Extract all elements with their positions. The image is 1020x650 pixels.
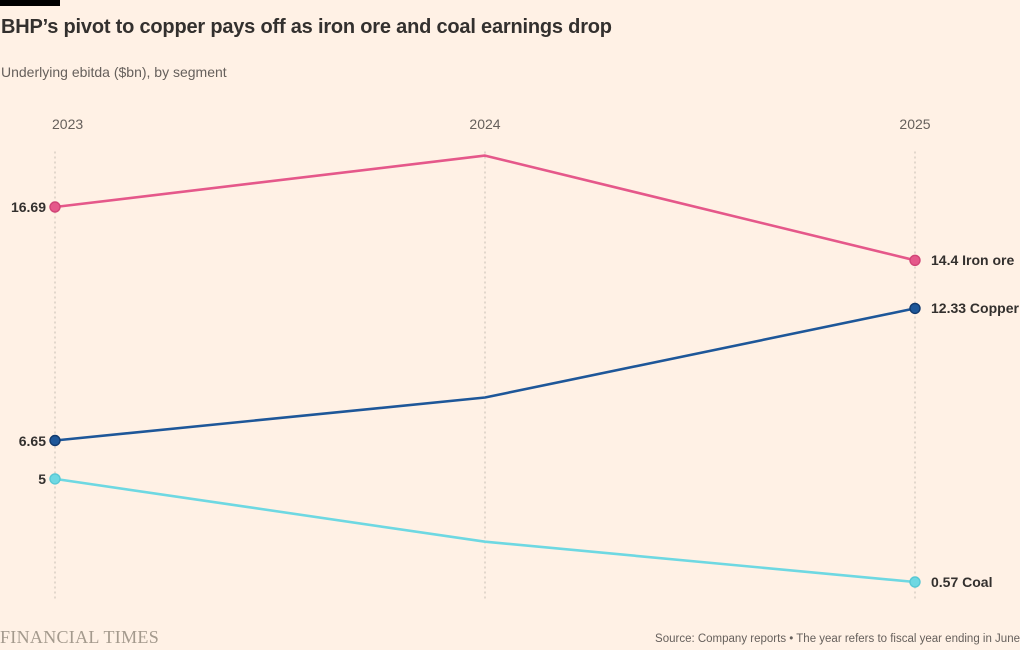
line-iron-ore bbox=[54, 154, 916, 262]
point-copper-start bbox=[49, 434, 61, 447]
end-value-label-iron-ore: 14.4 Iron ore bbox=[931, 252, 1015, 269]
chart-title: BHP’s pivot to copper pays off as iron o… bbox=[1, 16, 612, 38]
x-tick-2025: 2025 bbox=[899, 116, 931, 132]
x-tick-2024: 2024 bbox=[469, 116, 501, 132]
point-iron-ore-end bbox=[909, 254, 921, 266]
end-value-label-coal: 0.57 Coal bbox=[931, 574, 993, 590]
x-tick-2023: 2023 bbox=[52, 116, 84, 132]
chart-subtitle: Underlying ebitda ($bn), by segment bbox=[1, 64, 227, 80]
line-coal bbox=[54, 477, 916, 584]
point-coal-start bbox=[49, 473, 61, 485]
start-value-label-iron-ore: 16.69 bbox=[10, 199, 46, 215]
slug-bar bbox=[0, 0, 60, 6]
source-note: Source: Company reports • The year refer… bbox=[655, 633, 1020, 645]
ft-logo: FINANCIAL TIMES bbox=[0, 627, 160, 647]
end-value-label-copper: 12.33 Copper bbox=[931, 300, 1019, 317]
point-coal-end bbox=[909, 576, 921, 588]
point-copper-end bbox=[909, 302, 921, 315]
start-value-label-coal: 5 bbox=[38, 470, 46, 487]
line-copper bbox=[54, 307, 916, 442]
point-iron-ore-start bbox=[49, 201, 61, 213]
start-value-label-copper: 6.65 bbox=[18, 432, 46, 449]
